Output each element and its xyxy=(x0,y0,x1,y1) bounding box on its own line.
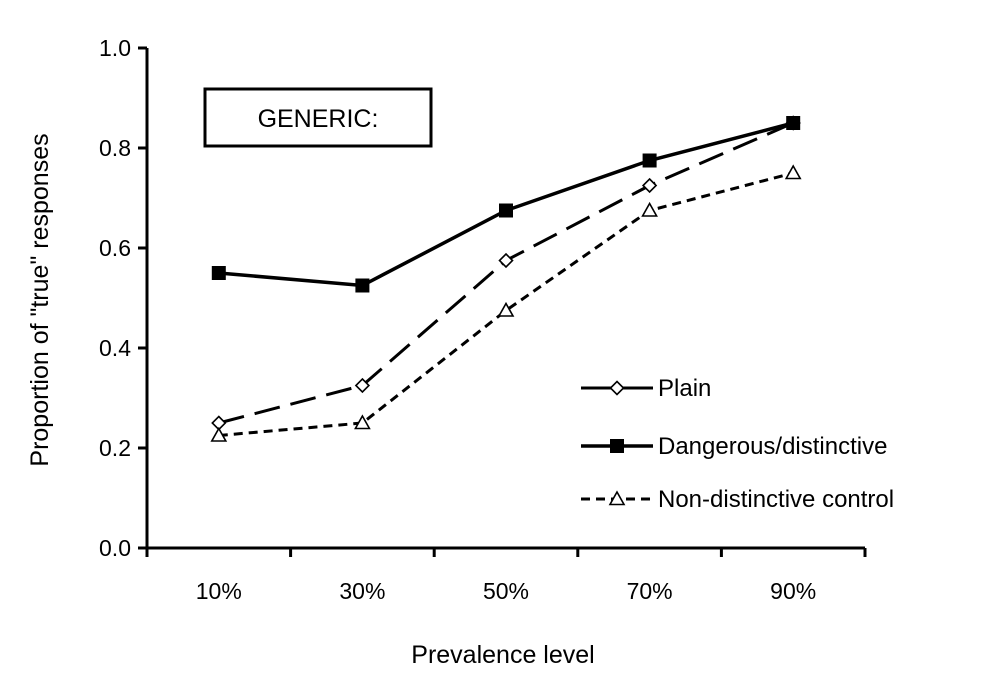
x-tick-label: 50% xyxy=(483,578,529,604)
x-axis-title: Prevalence level xyxy=(411,641,594,669)
y-axis-title: Proportion of "true" responses xyxy=(26,133,54,466)
data-point xyxy=(641,177,658,194)
data-point xyxy=(641,201,658,217)
y-tick-label: 0.8 xyxy=(99,135,131,161)
data-point xyxy=(498,252,514,269)
legend-marker xyxy=(609,380,625,396)
annotation-box-frame xyxy=(203,87,433,148)
axes: 0.0 0.2 0.4 0.6 0.8 1.0 10% 30% 50% 70% 90% xyxy=(99,35,867,604)
data-point xyxy=(497,301,515,317)
data-point xyxy=(354,377,371,394)
legend-marker xyxy=(608,490,626,506)
y-tick-label: 0.0 xyxy=(99,535,131,561)
data-point xyxy=(499,203,513,218)
annotation-text: GENERIC: xyxy=(258,105,379,133)
data-point xyxy=(784,164,802,180)
annotation-box: GENERIC: xyxy=(203,87,433,148)
data-point xyxy=(355,278,370,293)
y-tick-label: 1.0 xyxy=(99,35,131,61)
y-tick-label: 0.6 xyxy=(99,235,131,261)
series-layer xyxy=(210,115,802,442)
x-tick-label: 90% xyxy=(770,578,816,604)
legend-label: Non-distinctive control xyxy=(658,486,894,513)
data-point xyxy=(642,153,657,168)
legend-label: Plain xyxy=(658,375,711,402)
y-tick-label: 0.4 xyxy=(99,335,131,361)
legend-marker xyxy=(610,439,624,453)
x-tick-label: 70% xyxy=(627,578,673,604)
series-2 xyxy=(210,164,802,442)
y-tick-label: 0.2 xyxy=(99,435,131,461)
data-point xyxy=(354,414,371,430)
series-1 xyxy=(211,116,801,293)
legend-label: Dangerous/distinctive xyxy=(658,433,887,460)
data-point xyxy=(211,266,226,280)
data-point xyxy=(210,426,228,442)
x-tick-label: 30% xyxy=(339,578,385,604)
x-tick-label: 10% xyxy=(196,578,242,604)
data-point xyxy=(786,116,801,130)
series-0 xyxy=(211,115,801,431)
series-line xyxy=(218,171,794,437)
legend: Plain Dangerous/distinctive Non-distinctiv… xyxy=(581,375,894,513)
